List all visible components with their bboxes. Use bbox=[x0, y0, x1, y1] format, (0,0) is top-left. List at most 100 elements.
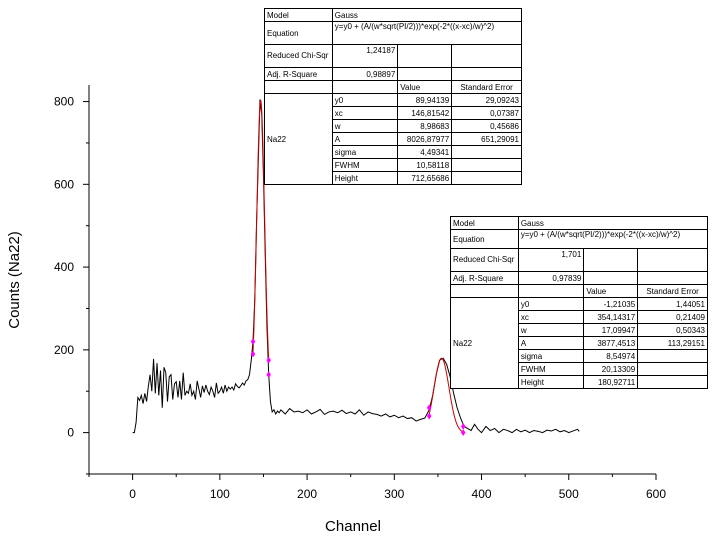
equation-label: Equation bbox=[264, 21, 333, 45]
param-name: FWHM bbox=[331, 158, 399, 172]
dataset-label: Na22 bbox=[450, 297, 519, 389]
r2-label: Adj. R-Square bbox=[264, 67, 333, 81]
fit-range-marker bbox=[426, 412, 432, 420]
x-tick-label: 100 bbox=[210, 487, 230, 501]
param-name: xc bbox=[517, 310, 585, 324]
param-name: y0 bbox=[331, 93, 399, 107]
chisqr-label: Reduced Chi-Sqr bbox=[450, 248, 519, 272]
y-axis-label: Counts (Na22) bbox=[6, 231, 23, 329]
param-value: 3877,4513 bbox=[583, 336, 639, 350]
chisqr-label: Reduced Chi-Sqr bbox=[264, 44, 333, 68]
error-header: Standard Error bbox=[451, 80, 522, 94]
param-error: 0,45686 bbox=[451, 119, 522, 133]
param-error: 113,29151 bbox=[637, 336, 708, 350]
x-axis-label: Channel bbox=[325, 518, 381, 535]
param-value: 8,54974 bbox=[583, 349, 639, 363]
param-value: 180,92711 bbox=[583, 375, 639, 389]
param-name: sigma bbox=[517, 349, 585, 363]
param-error bbox=[451, 158, 522, 172]
param-name: sigma bbox=[331, 145, 399, 159]
dataset-label: Na22 bbox=[264, 93, 333, 185]
param-error bbox=[637, 349, 708, 363]
x-ticks: 0 100 200 300 400 500 600 bbox=[88, 474, 666, 501]
fit-range-marker bbox=[266, 356, 271, 364]
param-name: FWHM bbox=[517, 362, 585, 376]
empty-cell bbox=[450, 284, 519, 298]
param-error: 0,21409 bbox=[637, 310, 708, 324]
counts-line bbox=[132, 99, 580, 434]
fit-range-marker bbox=[266, 371, 271, 379]
empty-cell bbox=[397, 67, 453, 81]
param-error: 29,09243 bbox=[451, 93, 522, 107]
empty-cell bbox=[397, 44, 453, 68]
empty-cell bbox=[331, 80, 399, 94]
param-value: 20,13309 bbox=[583, 362, 639, 376]
param-value: 10,58118 bbox=[397, 158, 453, 172]
param-error: 0,50343 bbox=[637, 323, 708, 337]
param-error bbox=[451, 145, 522, 159]
fit-results-table-peak-2: Model Gauss Equation y=y0 + (A/(w*sqrt(PI/2… bbox=[450, 216, 709, 389]
gauss-fit-line-2 bbox=[428, 357, 464, 433]
equation-value: y=y0 + (A/(w*sqrt(PI/2)))*exp(-2*((x-xc)… bbox=[517, 229, 709, 249]
x-tick-label: 500 bbox=[559, 487, 579, 501]
r2-value: 0,98897 bbox=[331, 67, 399, 81]
param-name: A bbox=[517, 336, 585, 350]
model-value: Gauss bbox=[517, 216, 709, 230]
param-value: 354,14317 bbox=[583, 310, 639, 324]
y-ticks: 0 200 400 600 800 bbox=[54, 95, 89, 475]
param-value: 8026,87977 bbox=[397, 132, 453, 146]
param-name: w bbox=[517, 323, 585, 337]
empty-cell bbox=[583, 271, 639, 285]
model-label: Model bbox=[264, 8, 333, 22]
fit-range-marker bbox=[250, 350, 256, 358]
param-name: Height bbox=[517, 375, 585, 389]
param-name: w bbox=[331, 119, 399, 133]
empty-cell bbox=[517, 284, 585, 298]
param-name: A bbox=[331, 132, 399, 146]
empty-cell bbox=[451, 67, 522, 81]
fit-range-marker bbox=[460, 429, 466, 437]
param-value: -1,21035 bbox=[583, 297, 639, 311]
param-value: 4,49341 bbox=[397, 145, 453, 159]
chisqr-value: 1,701 bbox=[517, 248, 585, 272]
r2-label: Adj. R-Square bbox=[450, 271, 519, 285]
value-header: Value bbox=[397, 80, 453, 94]
param-error: 0,07387 bbox=[451, 106, 522, 120]
empty-cell bbox=[583, 248, 639, 272]
param-name: Height bbox=[331, 171, 399, 185]
r2-value: 0,97839 bbox=[517, 271, 585, 285]
x-tick-label: 600 bbox=[646, 487, 666, 501]
error-header: Standard Error bbox=[637, 284, 708, 298]
y-tick-label: 400 bbox=[54, 260, 74, 274]
x-tick-label: 300 bbox=[384, 487, 404, 501]
model-label: Model bbox=[450, 216, 519, 230]
markers-group bbox=[250, 338, 466, 437]
model-value: Gauss bbox=[331, 8, 523, 22]
param-value: 146,81542 bbox=[397, 106, 453, 120]
param-error bbox=[637, 375, 708, 389]
empty-cell bbox=[637, 248, 708, 272]
fit-range-marker bbox=[426, 404, 432, 412]
value-header: Value bbox=[583, 284, 639, 298]
param-error: 1,44051 bbox=[637, 297, 708, 311]
y-tick-label: 600 bbox=[54, 177, 74, 191]
series-group bbox=[132, 99, 580, 434]
param-error bbox=[451, 171, 522, 185]
param-value: 17,09947 bbox=[583, 323, 639, 337]
param-name: y0 bbox=[517, 297, 585, 311]
y-tick-label: 200 bbox=[54, 343, 74, 357]
param-name: xc bbox=[331, 106, 399, 120]
empty-cell bbox=[451, 44, 522, 68]
param-error: 651,29091 bbox=[451, 132, 522, 146]
y-tick-label: 0 bbox=[67, 426, 74, 440]
x-tick-label: 0 bbox=[129, 487, 136, 501]
param-value: 89,94139 bbox=[397, 93, 453, 107]
param-error bbox=[637, 362, 708, 376]
fit-results-table-peak-1: Model Gauss Equation y=y0 + (A/(w*sqrt(PI/2… bbox=[264, 8, 523, 185]
y-tick-label: 800 bbox=[54, 95, 74, 109]
chisqr-value: 1,24187 bbox=[331, 44, 399, 68]
gauss-fit-line-1 bbox=[252, 99, 270, 359]
empty-cell bbox=[637, 271, 708, 285]
param-value: 8,98683 bbox=[397, 119, 453, 133]
